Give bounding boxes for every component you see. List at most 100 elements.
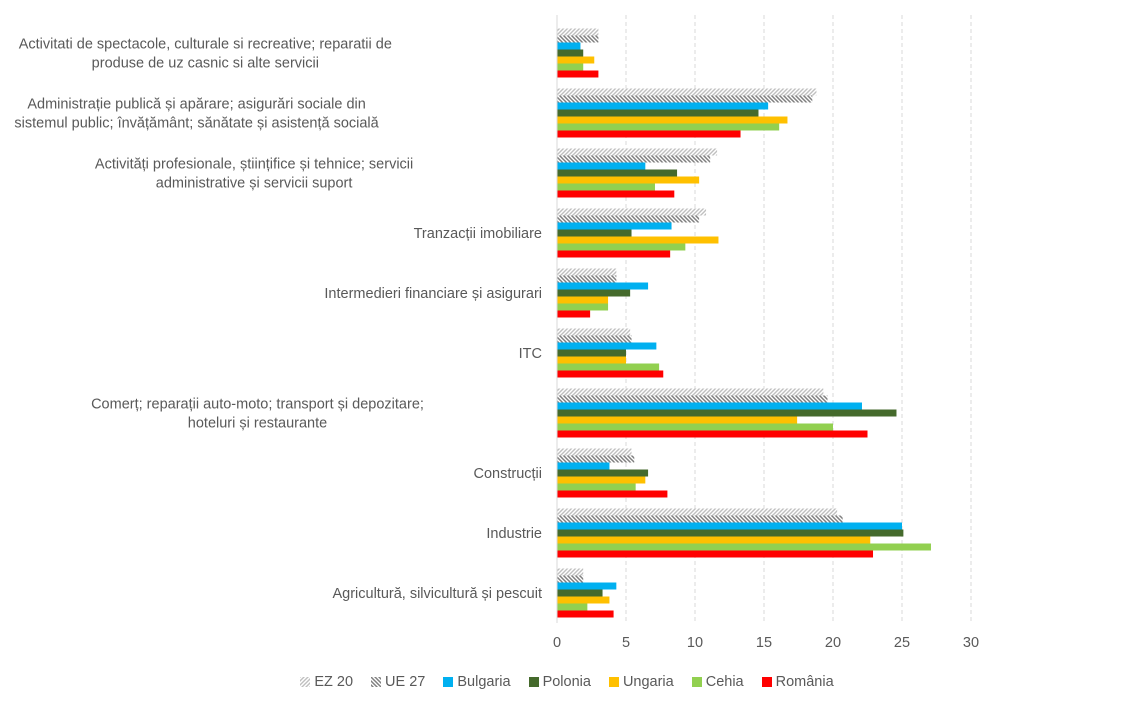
x-tick-label: 25 (894, 635, 910, 651)
legend-item: EZ 20 (300, 674, 353, 690)
bar-bulgaria-0 (557, 42, 581, 50)
legend-label: Polonia (542, 674, 591, 690)
bar-românia-5 (557, 370, 664, 378)
bar-polonia-4 (557, 289, 631, 297)
legend-label: Ungaria (622, 674, 674, 690)
x-tick-label: 30 (963, 635, 979, 651)
bar-ungaria-5 (557, 356, 626, 364)
bar-ez-20-0 (557, 28, 599, 36)
legend-item: Bulgaria (443, 674, 511, 690)
bar-ez-20-2 (557, 148, 718, 156)
legend-swatch (761, 677, 772, 687)
bar-bulgaria-1 (557, 102, 769, 110)
bar-ue-27-5 (557, 335, 632, 343)
bar-ungaria-4 (557, 296, 609, 304)
bar-cehia-0 (557, 63, 584, 71)
bar-ez-20-4 (557, 268, 617, 276)
x-tick-label: 20 (825, 635, 841, 651)
bar-ungaria-0 (557, 56, 595, 64)
bar-ue-27-7 (557, 455, 635, 463)
bar-cehia-7 (557, 483, 636, 491)
bar-ue-27-2 (557, 155, 711, 163)
category-label: Industrie (486, 526, 542, 542)
bar-polonia-6 (557, 409, 897, 417)
legend-label: Cehia (705, 674, 744, 690)
legend-swatch (300, 677, 311, 687)
bar-românia-0 (557, 70, 599, 78)
category-labels: Activitati de spectacole, culturale si r… (14, 37, 542, 603)
bar-bulgaria-9 (557, 582, 617, 590)
legend-label: EZ 20 (314, 674, 354, 690)
legend-swatch (608, 677, 619, 687)
bar-polonia-3 (557, 229, 632, 237)
category-label: Activitati de spectacole, culturale si r… (19, 37, 392, 72)
bar-cehia-6 (557, 423, 833, 431)
bar-bulgaria-8 (557, 522, 902, 530)
bar-ez-20-9 (557, 568, 584, 576)
bar-bulgaria-6 (557, 402, 862, 410)
bar-cehia-2 (557, 183, 655, 191)
legend-item: UE 27 (371, 674, 425, 690)
x-tick-label: 15 (756, 635, 772, 651)
bar-ungaria-9 (557, 596, 610, 604)
bar-românia-8 (557, 550, 874, 558)
category-label: Intermedieri financiare și asigurari (324, 286, 542, 302)
legend-item: România (761, 674, 834, 690)
bar-bulgaria-4 (557, 282, 649, 290)
bar-ue-27-9 (557, 575, 584, 583)
category-label: Tranzacții imobiliare (414, 226, 542, 242)
bar-ue-27-6 (557, 395, 828, 403)
x-tick-label: 5 (622, 635, 630, 651)
legend-label: România (775, 674, 834, 690)
bar-românia-6 (557, 430, 868, 438)
bar-ue-27-4 (557, 275, 617, 283)
bar-cehia-3 (557, 243, 686, 251)
bar-ue-27-8 (557, 515, 843, 523)
bars-group (557, 28, 931, 618)
bar-polonia-2 (557, 169, 678, 177)
bar-polonia-9 (557, 589, 603, 597)
bar-polonia-0 (557, 49, 584, 57)
bar-bulgaria-2 (557, 162, 646, 170)
bar-bulgaria-3 (557, 222, 672, 230)
bar-ue-27-0 (557, 35, 599, 43)
legend-item: Ungaria (608, 674, 674, 690)
category-label: ITC (519, 346, 542, 362)
bar-ez-20-7 (557, 448, 632, 456)
bar-ez-20-8 (557, 508, 838, 516)
bar-cehia-5 (557, 363, 660, 371)
bar-ue-27-3 (557, 215, 700, 223)
legend-item: Cehia (691, 674, 744, 690)
bar-ez-20-6 (557, 388, 824, 396)
bar-românia-4 (557, 310, 591, 318)
category-label: Activități profesionale, științifice și … (95, 157, 413, 192)
bar-românia-3 (557, 250, 671, 258)
bar-bulgaria-7 (557, 462, 610, 470)
legend-label: Bulgaria (457, 674, 511, 690)
bar-ungaria-8 (557, 536, 871, 544)
bar-cehia-1 (557, 123, 780, 131)
legend-swatch (443, 677, 454, 687)
bar-ungaria-6 (557, 416, 798, 424)
category-label: Agricultură, silvicultură și pescuit (332, 586, 542, 602)
bar-polonia-5 (557, 349, 626, 357)
bar-polonia-7 (557, 469, 649, 477)
bar-românia-9 (557, 610, 614, 618)
bar-ez-20-5 (557, 328, 631, 336)
bar-ue-27-1 (557, 95, 813, 103)
bar-ungaria-1 (557, 116, 788, 124)
bar-bulgaria-5 (557, 342, 657, 350)
bar-polonia-1 (557, 109, 759, 117)
bar-ungaria-7 (557, 476, 646, 484)
x-tick-label: 10 (687, 635, 703, 651)
bar-ez-20-3 (557, 208, 707, 216)
bar-ez-20-1 (557, 88, 817, 96)
legend-label: UE 27 (385, 674, 426, 690)
legend-swatch (528, 677, 539, 687)
bar-românia-2 (557, 190, 675, 198)
category-label: Construcții (474, 466, 543, 482)
x-tick-label: 0 (553, 635, 561, 651)
bar-cehia-8 (557, 543, 931, 551)
bar-ungaria-2 (557, 176, 700, 184)
